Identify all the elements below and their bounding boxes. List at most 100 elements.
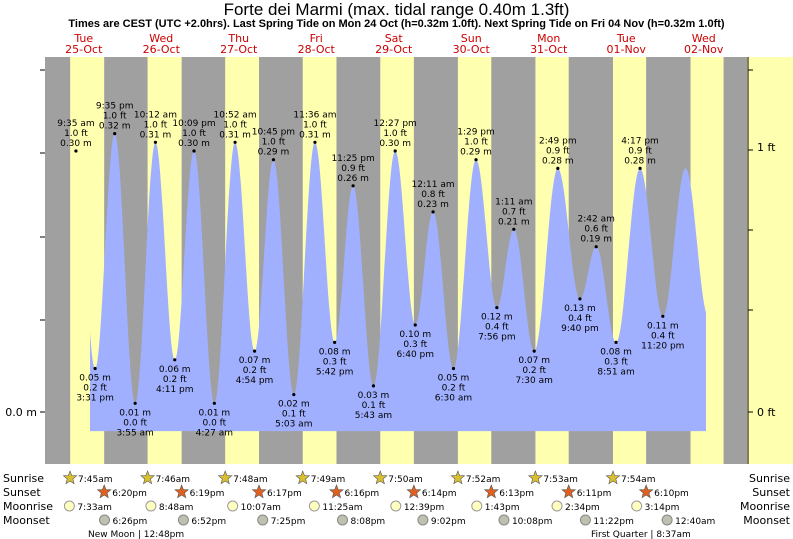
day-of-week-label: Thu <box>227 32 249 45</box>
high-tide-point <box>153 140 158 144</box>
high-tide-time: 1:29 pm <box>457 128 495 138</box>
sunrise-time: 7:52am <box>466 475 501 485</box>
low-tide-m: 0.11 m <box>647 321 679 331</box>
moonset-time: 8:08pm <box>350 517 385 527</box>
moonset-icon <box>177 514 189 526</box>
low-tide-point <box>292 393 296 397</box>
moon-phase-first-quarter: First Quarter | 8:37am <box>591 530 691 539</box>
moonset-time: 10:08pm <box>512 517 552 527</box>
sunrise-time: 7:50am <box>388 475 423 485</box>
high-tide-m: 0.21 m <box>498 217 530 227</box>
moonset-time: 12:40am <box>675 517 715 527</box>
sunset-time: 6:11pm <box>577 489 612 499</box>
high-tide-m: 0.31 m <box>140 130 172 140</box>
moonrise-time: 10:07am <box>241 503 281 513</box>
date-label: 31-Oct <box>530 43 568 56</box>
sunrise-icon <box>527 470 543 485</box>
low-tide-ft: 0.2 ft <box>83 384 107 394</box>
low-tide-ft: 0.3 ft <box>403 340 427 350</box>
sunrise-icon <box>605 470 621 485</box>
low-tide-m: 0.12 m <box>481 313 513 323</box>
high-tide-m: 0.23 m <box>417 200 449 210</box>
high-tide-point <box>113 132 117 136</box>
high-tide-point <box>512 227 516 231</box>
moonrise-icon <box>63 500 75 512</box>
high-tide-point <box>638 166 642 170</box>
high-tide-time: 10:09 pm <box>172 119 215 129</box>
moonrise-icon <box>390 500 402 512</box>
high-tide-ft: 0.9 ft <box>628 146 652 156</box>
moonrise-time: 12:39pm <box>404 503 444 513</box>
sunset-time: 6:17pm <box>267 489 302 499</box>
low-tide-m: 0.08 m <box>319 347 351 357</box>
sunrise-time: 7:45am <box>78 475 113 485</box>
moonset-icon <box>417 514 429 526</box>
moonrise-icon <box>227 500 239 512</box>
day-of-week-label: Tue <box>73 32 93 45</box>
low-tide-m: 0.05 m <box>438 374 470 384</box>
sunrise-icon <box>372 470 388 485</box>
high-tide-ft: 1.0 ft <box>464 138 488 148</box>
high-tide-time: 10:52 am <box>214 110 257 120</box>
moonset-icon <box>257 514 269 526</box>
moonrise-time: 1:43pm <box>485 503 520 513</box>
sunset-time: 6:14pm <box>422 489 457 499</box>
high-tide-point <box>192 149 196 153</box>
sunrise-time: 7:54am <box>621 475 656 485</box>
moonset-icon <box>498 514 510 526</box>
moonrise-icon <box>631 500 643 512</box>
low-tide-time: 5:03 am <box>275 420 312 430</box>
low-tide-time: 4:54 pm <box>236 376 274 386</box>
high-tide-ft: 0.6 ft <box>584 225 608 235</box>
moonrise-icon <box>551 500 563 512</box>
sunset-time: 6:16pm <box>344 489 379 499</box>
high-tide-ft: 1.0 ft <box>303 120 327 130</box>
left-axis-label: 0.0 m <box>5 406 37 419</box>
low-tide-m: 0.02 m <box>278 400 310 410</box>
low-tide-ft: 0.2 ft <box>522 366 546 376</box>
high-tide-ft: 0.9 ft <box>546 146 570 156</box>
high-tide-time: 2:42 am <box>578 215 615 225</box>
low-tide-ft: 0.4 ft <box>485 323 509 333</box>
high-tide-point <box>556 166 560 170</box>
low-tide-time: 3:55 am <box>116 428 153 438</box>
sunrise-icon <box>450 470 466 485</box>
high-tide-ft: 1.0 ft <box>182 129 206 139</box>
high-tide-time: 9:35 am <box>57 119 94 129</box>
high-tide-m: 0.26 m <box>337 174 369 184</box>
low-tide-time: 4:11 pm <box>156 385 194 395</box>
sunset-icon <box>96 484 112 499</box>
high-tide-ft: 1.0 ft <box>103 112 127 122</box>
high-tide-point <box>271 158 276 162</box>
date-label: 25-Oct <box>65 43 103 56</box>
sunset-time: 6:13pm <box>499 489 534 499</box>
moonrise-time: 8:48am <box>159 503 194 513</box>
moonset-time: 11:22pm <box>593 517 633 527</box>
low-tide-ft: 0.0 ft <box>203 418 227 428</box>
low-tide-point <box>578 297 582 301</box>
sunrise-time: 7:46am <box>156 475 191 485</box>
low-tide-m: 0.01 m <box>199 408 231 418</box>
low-tide-time: 4:27 am <box>196 428 233 438</box>
sunrise-time: 7:48am <box>233 475 268 485</box>
low-tide-ft: 0.2 ft <box>163 375 187 385</box>
sunrise-icon <box>217 470 233 485</box>
high-tide-m: 0.29 m <box>258 148 290 158</box>
sunrise-row-label: Sunrise <box>3 472 44 485</box>
day-of-week-label: Wed <box>149 32 173 45</box>
day-of-week-label: Mon <box>537 32 560 45</box>
high-tide-ft: 0.8 ft <box>421 190 445 200</box>
moonset-time: 7:25pm <box>271 517 306 527</box>
high-tide-m: 0.19 m <box>580 235 612 245</box>
sunset-time: 6:10pm <box>654 489 689 499</box>
high-tide-point <box>313 140 317 144</box>
low-tide-time: 6:30 am <box>435 394 472 404</box>
low-tide-point <box>371 384 376 388</box>
moonset-icon <box>336 514 348 526</box>
moonset-time: 6:52pm <box>191 517 226 527</box>
sunset-time: 6:20pm <box>112 489 147 499</box>
high-tide-point <box>431 210 435 214</box>
low-tide-ft: 0.1 ft <box>282 410 306 420</box>
day-of-week-label: Fri <box>310 32 323 45</box>
